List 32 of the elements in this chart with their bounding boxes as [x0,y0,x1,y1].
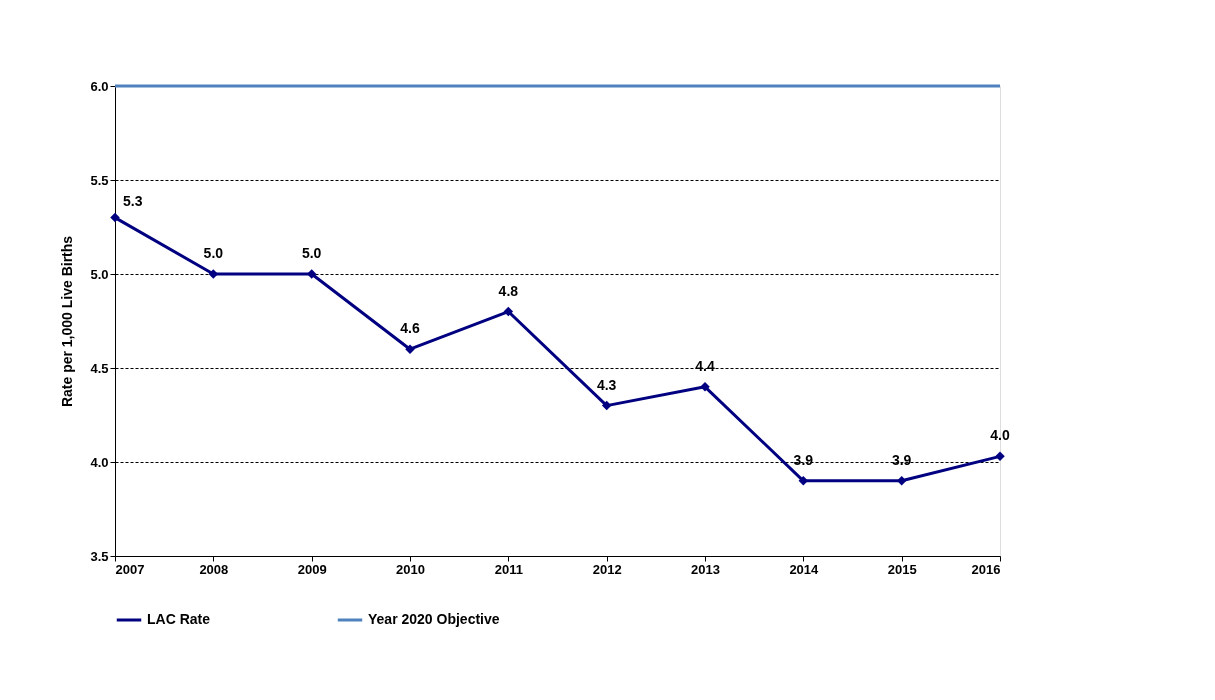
x-tick-label: 2010 [396,561,425,577]
data-label: 3.9 [891,451,912,468]
y-tick-label: 6.0 [90,78,109,94]
data-label: 5.3 [123,192,143,209]
point [110,212,120,223]
x-tick-label: 2012 [592,561,622,577]
x-tick-label: 2007 [115,561,145,577]
data-label: 4.8 [498,282,519,299]
data-label: 4.0 [990,427,1010,444]
data-label: 4.6 [400,320,420,337]
data-label: 5.0 [203,245,224,261]
legend-label: Year 2020 Objective [368,611,500,627]
point [503,306,514,317]
y-tick-label: 5.5 [90,172,109,188]
x-tick-label: 2009 [297,561,327,577]
y-tick-label: 3.5 [90,548,109,564]
x-tick-label: 2011 [494,561,523,577]
point [995,451,1005,462]
x-tick-label: 2016 [971,561,1001,577]
x-tick-label: 2013 [691,561,720,577]
data-label: 3.9 [793,451,814,468]
y-tick-label: 4.0 [90,454,109,470]
y-axis-title: Rate per 1,000 Live Births [59,235,76,408]
point [601,400,612,411]
x-tick-label: 2008 [199,561,229,577]
y-tick-label: 5.0 [90,266,109,282]
legend-label: LAC Rate [147,611,211,627]
data-label: 4.3 [596,376,617,393]
x-tick-label: 2015 [887,561,917,577]
y-tick-label: 4.5 [90,360,109,376]
data-label: 5.0 [301,245,322,261]
x-tick-label: 2014 [789,561,820,577]
